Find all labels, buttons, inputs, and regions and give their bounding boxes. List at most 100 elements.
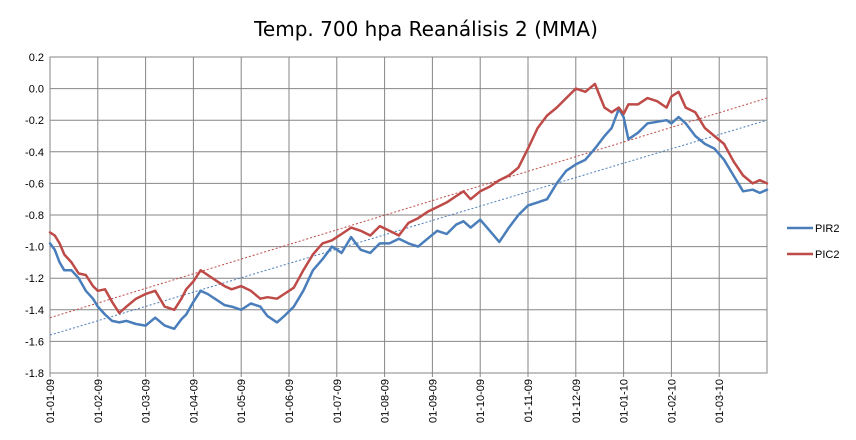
data-point-pic2 <box>498 179 501 182</box>
data-point-pic2 <box>173 309 176 311</box>
data-point-pir2 <box>508 226 510 229</box>
data-point-pic2 <box>144 293 147 295</box>
x-tick-label: 01-10-09 <box>475 379 487 423</box>
data-point-pir2 <box>759 192 761 194</box>
data-point-pir2 <box>575 163 577 166</box>
data-point-pir2 <box>312 269 314 272</box>
data-point-pic2 <box>445 201 448 204</box>
data-point-pic2 <box>230 288 233 291</box>
data-point-pic2 <box>259 297 262 300</box>
data-point-pic2 <box>479 190 482 193</box>
data-point-pir2 <box>249 302 252 305</box>
data-point-pir2 <box>53 248 56 251</box>
data-point-pic2 <box>575 87 577 90</box>
data-point-pic2 <box>331 239 333 242</box>
data-point-pir2 <box>677 116 680 118</box>
data-point-pir2 <box>670 122 673 125</box>
data-point-pic2 <box>426 211 429 213</box>
data-point-pic2 <box>104 288 106 291</box>
data-point-pic2 <box>455 195 458 197</box>
data-point-pir2 <box>111 320 113 322</box>
y-tick-label: -1.6 <box>25 336 44 348</box>
data-point-pic2 <box>379 225 381 227</box>
data-point-pir2 <box>216 299 219 302</box>
data-point-pir2 <box>536 201 539 204</box>
data-point-pir2 <box>125 320 128 322</box>
data-point-pir2 <box>340 252 343 254</box>
data-point-pic2 <box>603 106 606 109</box>
y-tick-label: -0.8 <box>25 210 44 222</box>
data-point-pir2 <box>646 122 649 125</box>
data-point-pir2 <box>292 305 295 308</box>
data-point-pic2 <box>546 114 548 117</box>
data-point-pic2 <box>713 135 716 137</box>
data-point-pic2 <box>508 174 510 177</box>
data-point-pic2 <box>58 242 61 245</box>
data-point-pir2 <box>723 158 725 161</box>
data-point-pic2 <box>283 293 286 295</box>
data-point-pir2 <box>436 230 438 232</box>
data-point-pir2 <box>104 313 106 316</box>
x-tick-label: 01-11-09 <box>523 379 535 422</box>
data-point-pic2 <box>369 234 372 237</box>
data-point-pir2 <box>85 290 87 292</box>
data-point-pic2 <box>684 106 687 109</box>
data-point-pir2 <box>665 119 668 121</box>
data-point-pir2 <box>469 226 472 229</box>
data-point-pir2 <box>732 174 735 177</box>
data-point-pir2 <box>58 261 61 264</box>
data-point-pir2 <box>751 188 754 191</box>
series-line-pic2 <box>48 82 769 315</box>
data-point-pic2 <box>63 253 66 256</box>
data-point-pic2 <box>517 166 520 169</box>
data-point-pir2 <box>594 147 596 150</box>
data-point-pic2 <box>216 280 219 283</box>
data-point-pir2 <box>455 223 458 226</box>
data-point-pic2 <box>359 230 362 232</box>
x-tick-label: 01-04-09 <box>188 379 200 423</box>
data-point-pir2 <box>713 147 716 150</box>
data-point-pic2 <box>276 297 278 300</box>
x-tick-label: 01-06-09 <box>284 379 296 423</box>
data-point-pir2 <box>704 143 706 145</box>
data-point-pic2 <box>488 185 491 188</box>
x-tick-label: 01-12-09 <box>571 379 583 423</box>
data-point-pic2 <box>766 182 768 185</box>
data-point-pic2 <box>192 280 195 283</box>
trend-line-pic2 <box>49 97 768 319</box>
data-point-pir2 <box>223 304 226 306</box>
data-point-pic2 <box>527 147 529 150</box>
data-point-pir2 <box>584 158 587 161</box>
y-tick-label: -1.2 <box>25 273 44 285</box>
y-axis-ticks: 0.2 0.0 -0.2 -0.4 -0.6 -0.8 -1.0 -1.2 -1.4 -1.6 -1… <box>25 52 44 380</box>
data-point-pir2 <box>63 269 66 272</box>
data-point-pir2 <box>488 230 491 232</box>
data-point-pic2 <box>185 288 188 291</box>
data-point-pir2 <box>379 242 381 245</box>
data-point-pir2 <box>240 309 242 311</box>
data-point-pic2 <box>594 83 596 85</box>
y-tick-label: 0.0 <box>29 84 44 96</box>
data-point-pic2 <box>312 253 314 256</box>
data-point-pir2 <box>302 290 305 292</box>
data-point-pir2 <box>144 324 147 327</box>
x-tick-label: 01-03-10 <box>714 379 726 423</box>
data-point-pic2 <box>646 97 649 99</box>
data-point-pic2 <box>584 90 587 93</box>
data-point-pir2 <box>369 252 372 254</box>
x-tick-label: 01-08-09 <box>380 379 392 423</box>
data-point-pic2 <box>751 182 754 185</box>
data-point-pic2 <box>49 231 51 234</box>
data-point-pic2 <box>388 230 391 232</box>
data-point-pir2 <box>70 269 73 272</box>
data-point-pir2 <box>321 258 324 261</box>
data-point-pic2 <box>732 160 735 163</box>
plot-border <box>49 56 768 374</box>
data-point-pic2 <box>536 127 539 129</box>
data-point-pic2 <box>206 274 209 276</box>
data-point-pic2 <box>742 174 744 177</box>
series-lines <box>48 82 769 331</box>
data-point-pir2 <box>135 323 137 325</box>
data-point-pir2 <box>462 220 465 223</box>
data-point-pic2 <box>723 143 725 145</box>
